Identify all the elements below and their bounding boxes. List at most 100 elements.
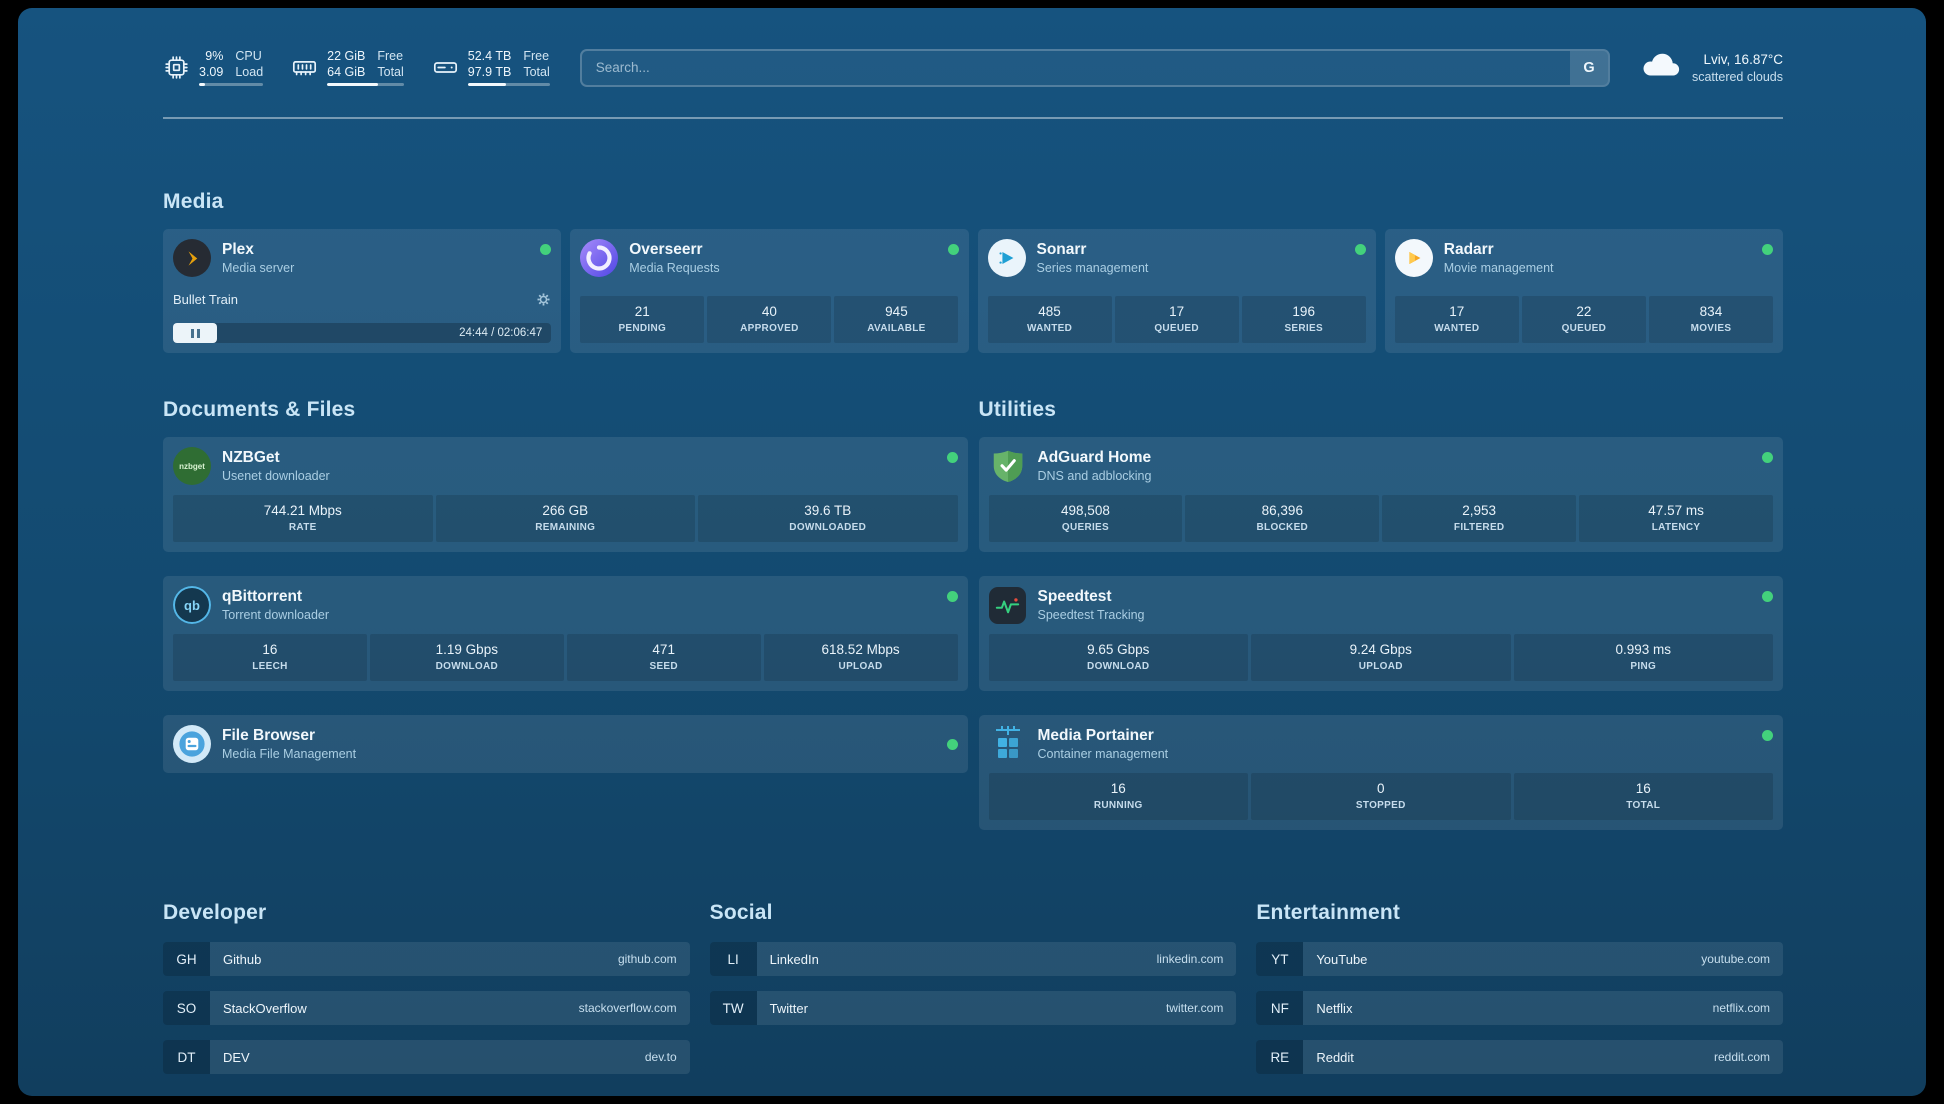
bookmark-github[interactable]: GH Github github.com bbox=[163, 942, 690, 976]
widget-value: 97.9 TB bbox=[467, 65, 512, 79]
stat-leech: 16 LEECH bbox=[173, 634, 367, 681]
bookmark-abbr: NF bbox=[1256, 991, 1304, 1025]
stat-label: TOTAL bbox=[1626, 800, 1661, 811]
service-name: Radarr bbox=[1443, 241, 1494, 258]
stat-label: SERIES bbox=[1284, 323, 1323, 334]
stat-label: STOPPED bbox=[1355, 800, 1406, 811]
service-card-radarr[interactable]: Radarr Movie management 17 WANTED 22 QUEUED 83… bbox=[1384, 229, 1783, 353]
service-name: Sonarr bbox=[1036, 241, 1087, 258]
portainer-icon bbox=[989, 725, 1027, 763]
search-provider-button[interactable]: G bbox=[1569, 50, 1608, 85]
stat-seed: 471 SEED bbox=[566, 634, 761, 681]
status-dot-online bbox=[946, 738, 958, 750]
player-time: 24:44 / 02:06:47 bbox=[459, 327, 543, 339]
bookmark-domain: stackoverflow.com bbox=[578, 1001, 677, 1015]
service-name: File Browser bbox=[222, 727, 316, 744]
stat-value: 40 bbox=[761, 304, 777, 319]
stat-value: 1.19 Gbps bbox=[435, 642, 498, 657]
stat-label: REMAINING bbox=[535, 522, 596, 533]
service-name: Overseerr bbox=[629, 241, 703, 258]
stat-label: SEED bbox=[649, 661, 678, 672]
service-card-nzbget[interactable]: nzbget NZBGet Usenet downloader 744.21 Mbps… bbox=[163, 437, 968, 552]
service-subtitle: DNS and adblocking bbox=[1037, 469, 1152, 483]
info-widget-memory: 22 GiB 64 GiB Free Total bbox=[291, 49, 404, 86]
stat-value: 17 bbox=[1169, 304, 1185, 319]
stat-label: QUEUED bbox=[1154, 323, 1199, 334]
pause-button[interactable] bbox=[173, 323, 217, 343]
bookmark-netflix[interactable]: NF Netflix netflix.com bbox=[1256, 991, 1783, 1025]
service-groups: Media Plex Media server Bullet Train 24:44 /… bbox=[163, 189, 1783, 830]
bookmark-group-developer: Developer GH Github github.com SO StackOverfl… bbox=[163, 900, 690, 1074]
stat-value: 9.24 Gbps bbox=[1349, 642, 1412, 657]
info-widget-disk: 52.4 TB 97.9 TB Free Total bbox=[432, 49, 550, 86]
service-name: Plex bbox=[222, 241, 254, 258]
status-dot-online bbox=[946, 452, 958, 463]
header-divider bbox=[163, 117, 1783, 119]
bookmark-twitter[interactable]: TW Twitter twitter.com bbox=[709, 991, 1237, 1025]
bookmark-groups: Developer GH Github github.com SO StackOverfl… bbox=[163, 900, 1783, 1094]
service-card-sonarr[interactable]: Sonarr Series management 485 WANTED 17 QUEUED… bbox=[977, 229, 1376, 353]
service-card-adguard-home[interactable]: AdGuard Home DNS and adblocking 498,508 QUE… bbox=[978, 437, 1783, 552]
stat-total: 16 TOTAL bbox=[1513, 773, 1773, 820]
status-dot-online bbox=[540, 244, 552, 255]
bookmark-reddit[interactable]: RE Reddit reddit.com bbox=[1256, 1040, 1783, 1074]
service-card-overseerr[interactable]: Overseerr Media Requests 21 PENDING 40 APPROV… bbox=[570, 229, 969, 353]
stat-value: 16 bbox=[262, 642, 278, 657]
section-title: Utilities bbox=[978, 398, 1057, 421]
bookmark-name: Netflix bbox=[1316, 1000, 1353, 1016]
service-card-qbittorrent[interactable]: qb qBittorrent Torrent downloader 16 LEECH 1.… bbox=[163, 576, 968, 691]
status-dot-online bbox=[947, 244, 959, 255]
pause-icon bbox=[196, 328, 200, 338]
stat-value: 22 bbox=[1576, 304, 1592, 319]
service-card-media-portainer[interactable]: Media Portainer Container management 16 RUN… bbox=[978, 715, 1783, 830]
stat-value: 47.57 ms bbox=[1648, 503, 1704, 518]
section-title: Documents & Files bbox=[163, 398, 356, 421]
service-name: qBittorrent bbox=[222, 588, 303, 605]
search-bar: G bbox=[579, 48, 1610, 87]
service-card-plex[interactable]: Plex Media server Bullet Train 24:44 / 02:0… bbox=[163, 229, 562, 353]
service-subtitle: Torrent downloader bbox=[222, 608, 330, 622]
service-subtitle: Movie management bbox=[1443, 261, 1554, 275]
bookmark-abbr: GH bbox=[163, 942, 210, 976]
dashboard-content: 9% 3.09 CPU Load 22 GiB 64 GiB Free Total 52.4 T… bbox=[18, 8, 1926, 1094]
bookmark-name: StackOverflow bbox=[223, 1000, 307, 1016]
stat-value: 744.21 Mbps bbox=[263, 503, 342, 518]
bookmark-youtube[interactable]: YT YouTube youtube.com bbox=[1256, 942, 1783, 976]
stat-label: APPROVED bbox=[740, 323, 799, 334]
stat-label: BLOCKED bbox=[1256, 522, 1309, 533]
stat-label: DOWNLOADED bbox=[789, 522, 867, 533]
stat-label: DOWNLOAD bbox=[435, 661, 498, 672]
widget-label: Free bbox=[377, 49, 404, 63]
search-input[interactable] bbox=[579, 48, 1610, 87]
stat-movies: 834 MOVIES bbox=[1648, 296, 1773, 343]
bookmark-domain: youtube.com bbox=[1701, 952, 1770, 966]
stat-value: 0.993 ms bbox=[1615, 642, 1672, 657]
stat-series: 196 SERIES bbox=[1241, 296, 1366, 343]
stat-label: UPLOAD bbox=[1358, 661, 1403, 672]
stat-value: 39.6 TB bbox=[804, 503, 852, 518]
stat-value: 834 bbox=[1699, 304, 1723, 319]
status-dot-online bbox=[946, 591, 958, 602]
section-title: Media bbox=[163, 190, 224, 213]
service-subtitle: Container management bbox=[1037, 747, 1169, 761]
stat-ping: 0.993 ms PING bbox=[1513, 634, 1773, 681]
bookmark-name: DEV bbox=[223, 1049, 250, 1065]
bookmark-stackoverflow[interactable]: SO StackOverflow stackoverflow.com bbox=[163, 991, 690, 1025]
bookmark-domain: twitter.com bbox=[1165, 1001, 1224, 1015]
service-card-speedtest[interactable]: Speedtest Speedtest Tracking 9.65 Gbps DOWN… bbox=[978, 576, 1783, 691]
bookmark-dev[interactable]: DT DEV dev.to bbox=[163, 1040, 690, 1074]
bookmark-linkedin[interactable]: LI LinkedIn linkedin.com bbox=[709, 942, 1237, 976]
settings-gear-icon[interactable] bbox=[536, 292, 551, 307]
stat-blocked: 86,396 BLOCKED bbox=[1185, 495, 1380, 542]
bookmark-abbr: TW bbox=[709, 991, 757, 1025]
stat-value: 485 bbox=[1038, 304, 1061, 319]
stat-rate: 744.21 Mbps RATE bbox=[173, 495, 433, 542]
status-dot-online bbox=[1354, 244, 1366, 255]
bookmark-name: Github bbox=[223, 951, 262, 967]
bookmark-name: Reddit bbox=[1316, 1049, 1354, 1065]
stat-remaining: 266 GB REMAINING bbox=[435, 495, 695, 542]
stat-value: 86,396 bbox=[1261, 503, 1303, 518]
bookmark-abbr: DT bbox=[163, 1040, 210, 1074]
service-card-file-browser[interactable]: File Browser Media File Management bbox=[163, 715, 968, 773]
